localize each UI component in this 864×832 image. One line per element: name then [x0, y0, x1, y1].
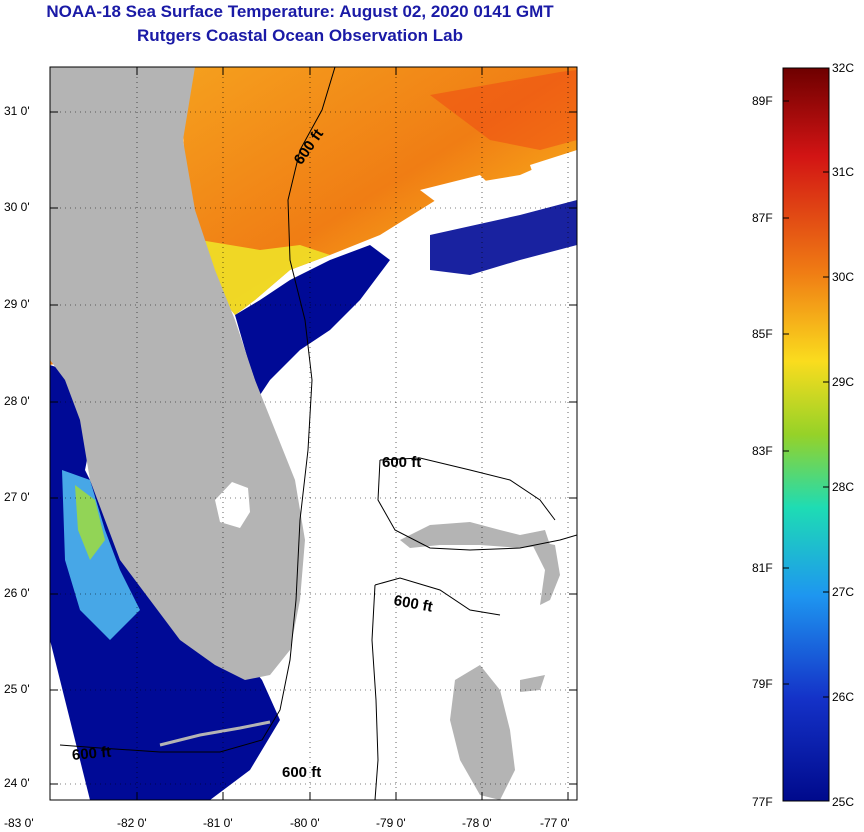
color-bar-ticks [783, 100, 829, 698]
lake-okeechobee [215, 482, 250, 528]
lon-label: -80 0' [290, 816, 320, 830]
sst-map: 600 ft 600 ft 600 ft 600 ft 600 ft [50, 67, 577, 800]
cold-water-region [235, 245, 390, 395]
contour-label: 600 ft [382, 454, 421, 471]
colorbar-celsius-label: 31C [832, 165, 855, 179]
contour-label: 600 ft [282, 764, 321, 781]
lat-label: 29 0' [4, 297, 30, 311]
lon-label: -83 0' [4, 816, 34, 830]
colorbar-celsius-label: 30C [832, 270, 855, 284]
map-frame [49, 66, 578, 801]
colorbar-celsius-label: 27C [832, 585, 855, 599]
lat-label: 27 0' [4, 490, 30, 504]
lon-label: -77 0' [540, 816, 570, 830]
colorbar-fahrenheit-label: 85F [752, 327, 773, 341]
color-bar [782, 67, 830, 802]
lat-label: 28 0' [4, 394, 30, 408]
isobath-600ft [59, 67, 577, 800]
lon-label: -81 0' [203, 816, 233, 830]
colorbar-celsius-label: 29C [832, 375, 855, 389]
colorbar-fahrenheit-label: 89F [752, 94, 773, 108]
colorbar-fahrenheit-label: 79F [752, 677, 773, 691]
lon-label: -79 0' [376, 816, 406, 830]
bahamas-grand-bahama [400, 522, 550, 548]
map-title: NOAA-18 Sea Surface Temperature: August … [46, 2, 554, 21]
map-ticks [50, 67, 577, 800]
colorbar-celsius-label: 26C [832, 690, 855, 704]
lon-label: -82 0' [117, 816, 147, 830]
lon-label: -78 0' [462, 816, 492, 830]
contour-label: 600 ft [71, 744, 112, 764]
lat-label: 24 0' [4, 776, 30, 790]
lat-label: 25 0' [4, 682, 30, 696]
lat-label: 26 0' [4, 586, 30, 600]
colorbar-celsius-label: 32C [832, 61, 855, 75]
colorbar-fahrenheit-label: 81F [752, 561, 773, 575]
colorbar-celsius-label: 28C [832, 480, 855, 494]
bahamas-abaco [530, 540, 560, 605]
contour-label: 600 ft [392, 592, 434, 616]
lat-label: 30 0' [4, 200, 30, 214]
lat-label: 31 0' [4, 104, 30, 118]
map-subtitle: Rutgers Coastal Ocean Observation Lab [137, 26, 463, 45]
colorbar-fahrenheit-label: 83F [752, 444, 773, 458]
colorbar-fahrenheit-label: 77F [752, 795, 773, 809]
florida-land [50, 67, 305, 680]
colorbar-fahrenheit-label: 87F [752, 211, 773, 225]
bahamas-andros [450, 665, 515, 800]
colorbar-celsius-label: 25C [832, 795, 855, 809]
